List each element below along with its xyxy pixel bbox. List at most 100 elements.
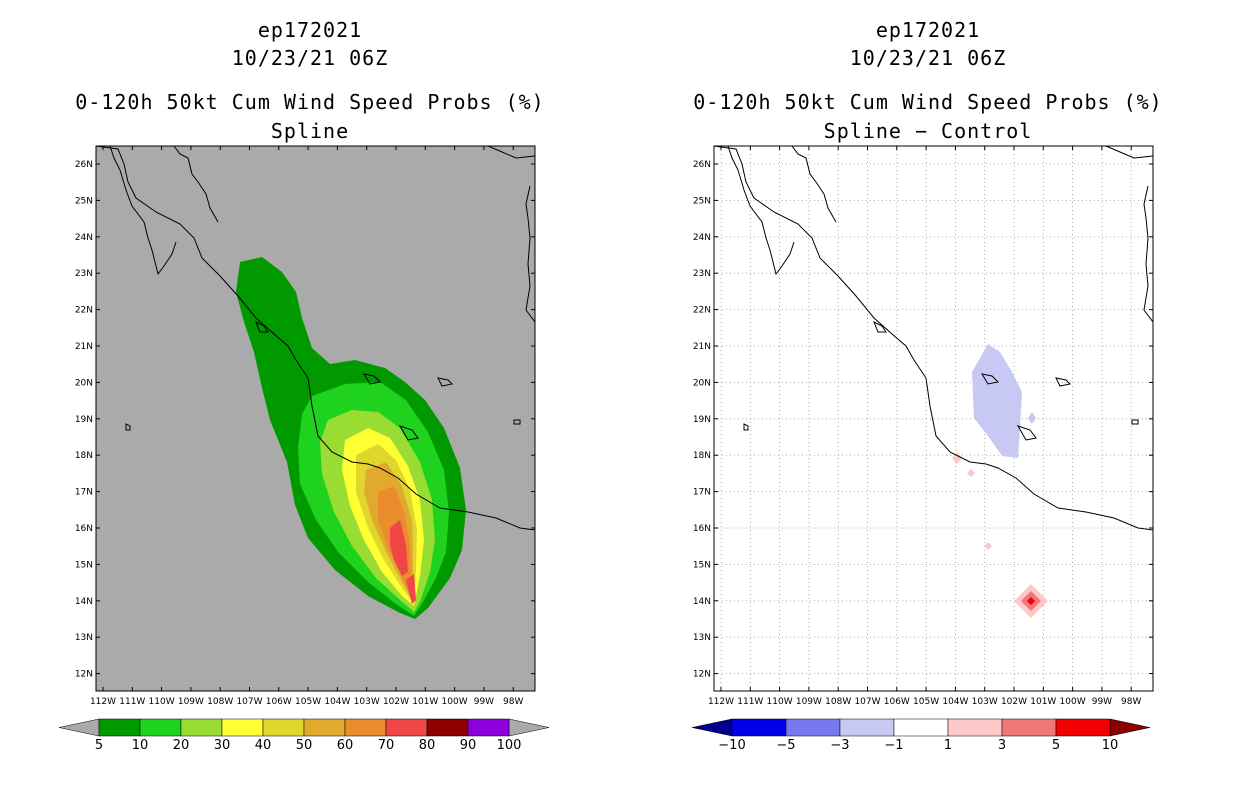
colorbar-label: 1 bbox=[944, 738, 952, 753]
lon-tick-label: 102W bbox=[383, 697, 409, 707]
lat-tick-label: 18N bbox=[75, 451, 93, 461]
lat-tick-label: 12N bbox=[75, 670, 93, 680]
lat-tick-label: 23N bbox=[693, 269, 711, 279]
right-title: 0-120h 50kt Cum Wind Speed Probs (%) bbox=[693, 90, 1163, 114]
lat-tick-label: 21N bbox=[693, 342, 711, 352]
colorbar-high-arrow bbox=[1109, 718, 1151, 737]
colorbar-label: 5 bbox=[95, 738, 103, 753]
colorbar-swatch bbox=[139, 718, 182, 737]
colorbar-swatch bbox=[731, 718, 787, 737]
colorbar-label: 10 bbox=[1102, 738, 1119, 753]
lat-tick-label: 15N bbox=[693, 560, 711, 570]
colorbar-label: 40 bbox=[255, 738, 272, 753]
lat-tick-label: 16N bbox=[75, 524, 93, 534]
lon-tick-label: 100W bbox=[1060, 697, 1086, 707]
negative-diff-area bbox=[972, 344, 1022, 458]
lat-tick-label: 21N bbox=[75, 342, 93, 352]
lat-tick-label: 23N bbox=[75, 269, 93, 279]
colorbar-swatch bbox=[385, 718, 428, 737]
lon-tick-label: 106W bbox=[266, 697, 292, 707]
colorbar-low-arrow bbox=[691, 718, 733, 737]
positive-diff-dot-c bbox=[984, 542, 992, 550]
lat-tick-label: 19N bbox=[75, 415, 93, 425]
positive-diff-max-inner bbox=[1027, 597, 1035, 605]
colorbar-label: −5 bbox=[776, 738, 795, 753]
lon-tick-label: 104W bbox=[942, 697, 968, 707]
lat-tick-label: 26N bbox=[75, 160, 93, 170]
lon-tick-label: 110W bbox=[149, 697, 175, 707]
coastline-segment bbox=[125, 423, 131, 431]
colorbar-swatch bbox=[262, 718, 305, 737]
right-coastline bbox=[714, 146, 1153, 531]
left-title: 0-120h 50kt Cum Wind Speed Probs (%) bbox=[75, 90, 545, 114]
colorbar-label: 80 bbox=[419, 738, 436, 753]
left-datetime: 10/23/21 06Z bbox=[231, 46, 389, 70]
lat-tick-label: 20N bbox=[693, 378, 711, 388]
colorbar-label: 10 bbox=[132, 738, 149, 753]
lat-tick-label: 18N bbox=[693, 451, 711, 461]
lat-tick-label: 15N bbox=[75, 560, 93, 570]
lat-tick-label: 14N bbox=[75, 597, 93, 607]
colorbar-swatch bbox=[947, 718, 1003, 737]
left-subtitle: Spline bbox=[270, 119, 350, 143]
lon-tick-label: 107W bbox=[236, 697, 262, 707]
lon-tick-label: 110W bbox=[767, 697, 793, 707]
lon-tick-label: 112W bbox=[90, 697, 116, 707]
lat-tick-label: 13N bbox=[693, 633, 711, 643]
coastline-segment bbox=[1016, 425, 1037, 441]
coastline-segment bbox=[437, 377, 454, 387]
coastline-segment bbox=[873, 320, 887, 333]
coastline-segment bbox=[1055, 377, 1072, 387]
lon-tick-label: 103W bbox=[972, 697, 998, 707]
colorbar-swatch bbox=[426, 718, 469, 737]
colorbar-label: −10 bbox=[718, 738, 745, 753]
colorbar-swatch bbox=[785, 718, 841, 737]
colorbar-swatch bbox=[344, 718, 387, 737]
left-storm-id: ep172021 bbox=[257, 18, 363, 42]
colorbar-swatch bbox=[221, 718, 264, 737]
colorbar-label: 60 bbox=[337, 738, 354, 753]
right-datetime: 10/23/21 06Z bbox=[849, 46, 1007, 70]
colorbar-label: 20 bbox=[173, 738, 190, 753]
colorbar-label: −1 bbox=[884, 738, 903, 753]
left-map-panel: 26N 25N 24N 23N 22N 21N 20N 19N 18N 17N 16N 15N 14N 1… bbox=[75, 145, 536, 707]
coastline-segment bbox=[980, 373, 1000, 385]
colorbar-swatch bbox=[180, 718, 223, 737]
right-difference-contours bbox=[952, 344, 1048, 618]
lat-tick-label: 16N bbox=[693, 524, 711, 534]
coastline-segment bbox=[255, 320, 269, 333]
colorbar-low-arrow bbox=[58, 718, 100, 737]
coastline-segment bbox=[1143, 185, 1153, 323]
lon-tick-label: 99W bbox=[1092, 697, 1112, 707]
negative-diff-dot bbox=[1028, 412, 1036, 424]
colorbar-swatch bbox=[303, 718, 346, 737]
left-probability-contours bbox=[236, 257, 466, 619]
lon-tick-label: 105W bbox=[913, 697, 939, 707]
lon-tick-label: 105W bbox=[295, 697, 321, 707]
right-map-background bbox=[714, 146, 1153, 691]
left-colorbar: 5 10 20 30 40 50 60 70 80 90 100 bbox=[58, 718, 550, 753]
colorbar-label: 50 bbox=[296, 738, 313, 753]
lon-tick-label: 111W bbox=[119, 697, 145, 707]
lon-tick-label: 102W bbox=[1001, 697, 1027, 707]
lat-tick-label: 17N bbox=[75, 488, 93, 498]
left-coastline bbox=[96, 146, 535, 531]
lon-tick-label: 98W bbox=[1121, 697, 1141, 707]
lon-tick-label: 99W bbox=[474, 697, 494, 707]
lon-tick-label: 111W bbox=[737, 697, 763, 707]
left-axis-ticks: 26N 25N 24N 23N 22N 21N 20N 19N 18N 17N 16N 15N 14N 1… bbox=[75, 146, 535, 707]
coastline-segment bbox=[109, 146, 177, 276]
lon-tick-label: 109W bbox=[796, 697, 822, 707]
colorbar-label: 3 bbox=[998, 738, 1006, 753]
coastline-segment bbox=[487, 146, 535, 159]
colorbar-swatch bbox=[893, 718, 949, 737]
colorbar-label: −3 bbox=[830, 738, 849, 753]
coastline-segment bbox=[714, 146, 1153, 531]
left-map-frame bbox=[95, 145, 536, 692]
lat-tick-label: 19N bbox=[693, 415, 711, 425]
colorbar-label: 30 bbox=[214, 738, 231, 753]
coastline-segment bbox=[743, 423, 749, 431]
lon-tick-label: 108W bbox=[825, 697, 851, 707]
lon-tick-label: 101W bbox=[1030, 697, 1056, 707]
